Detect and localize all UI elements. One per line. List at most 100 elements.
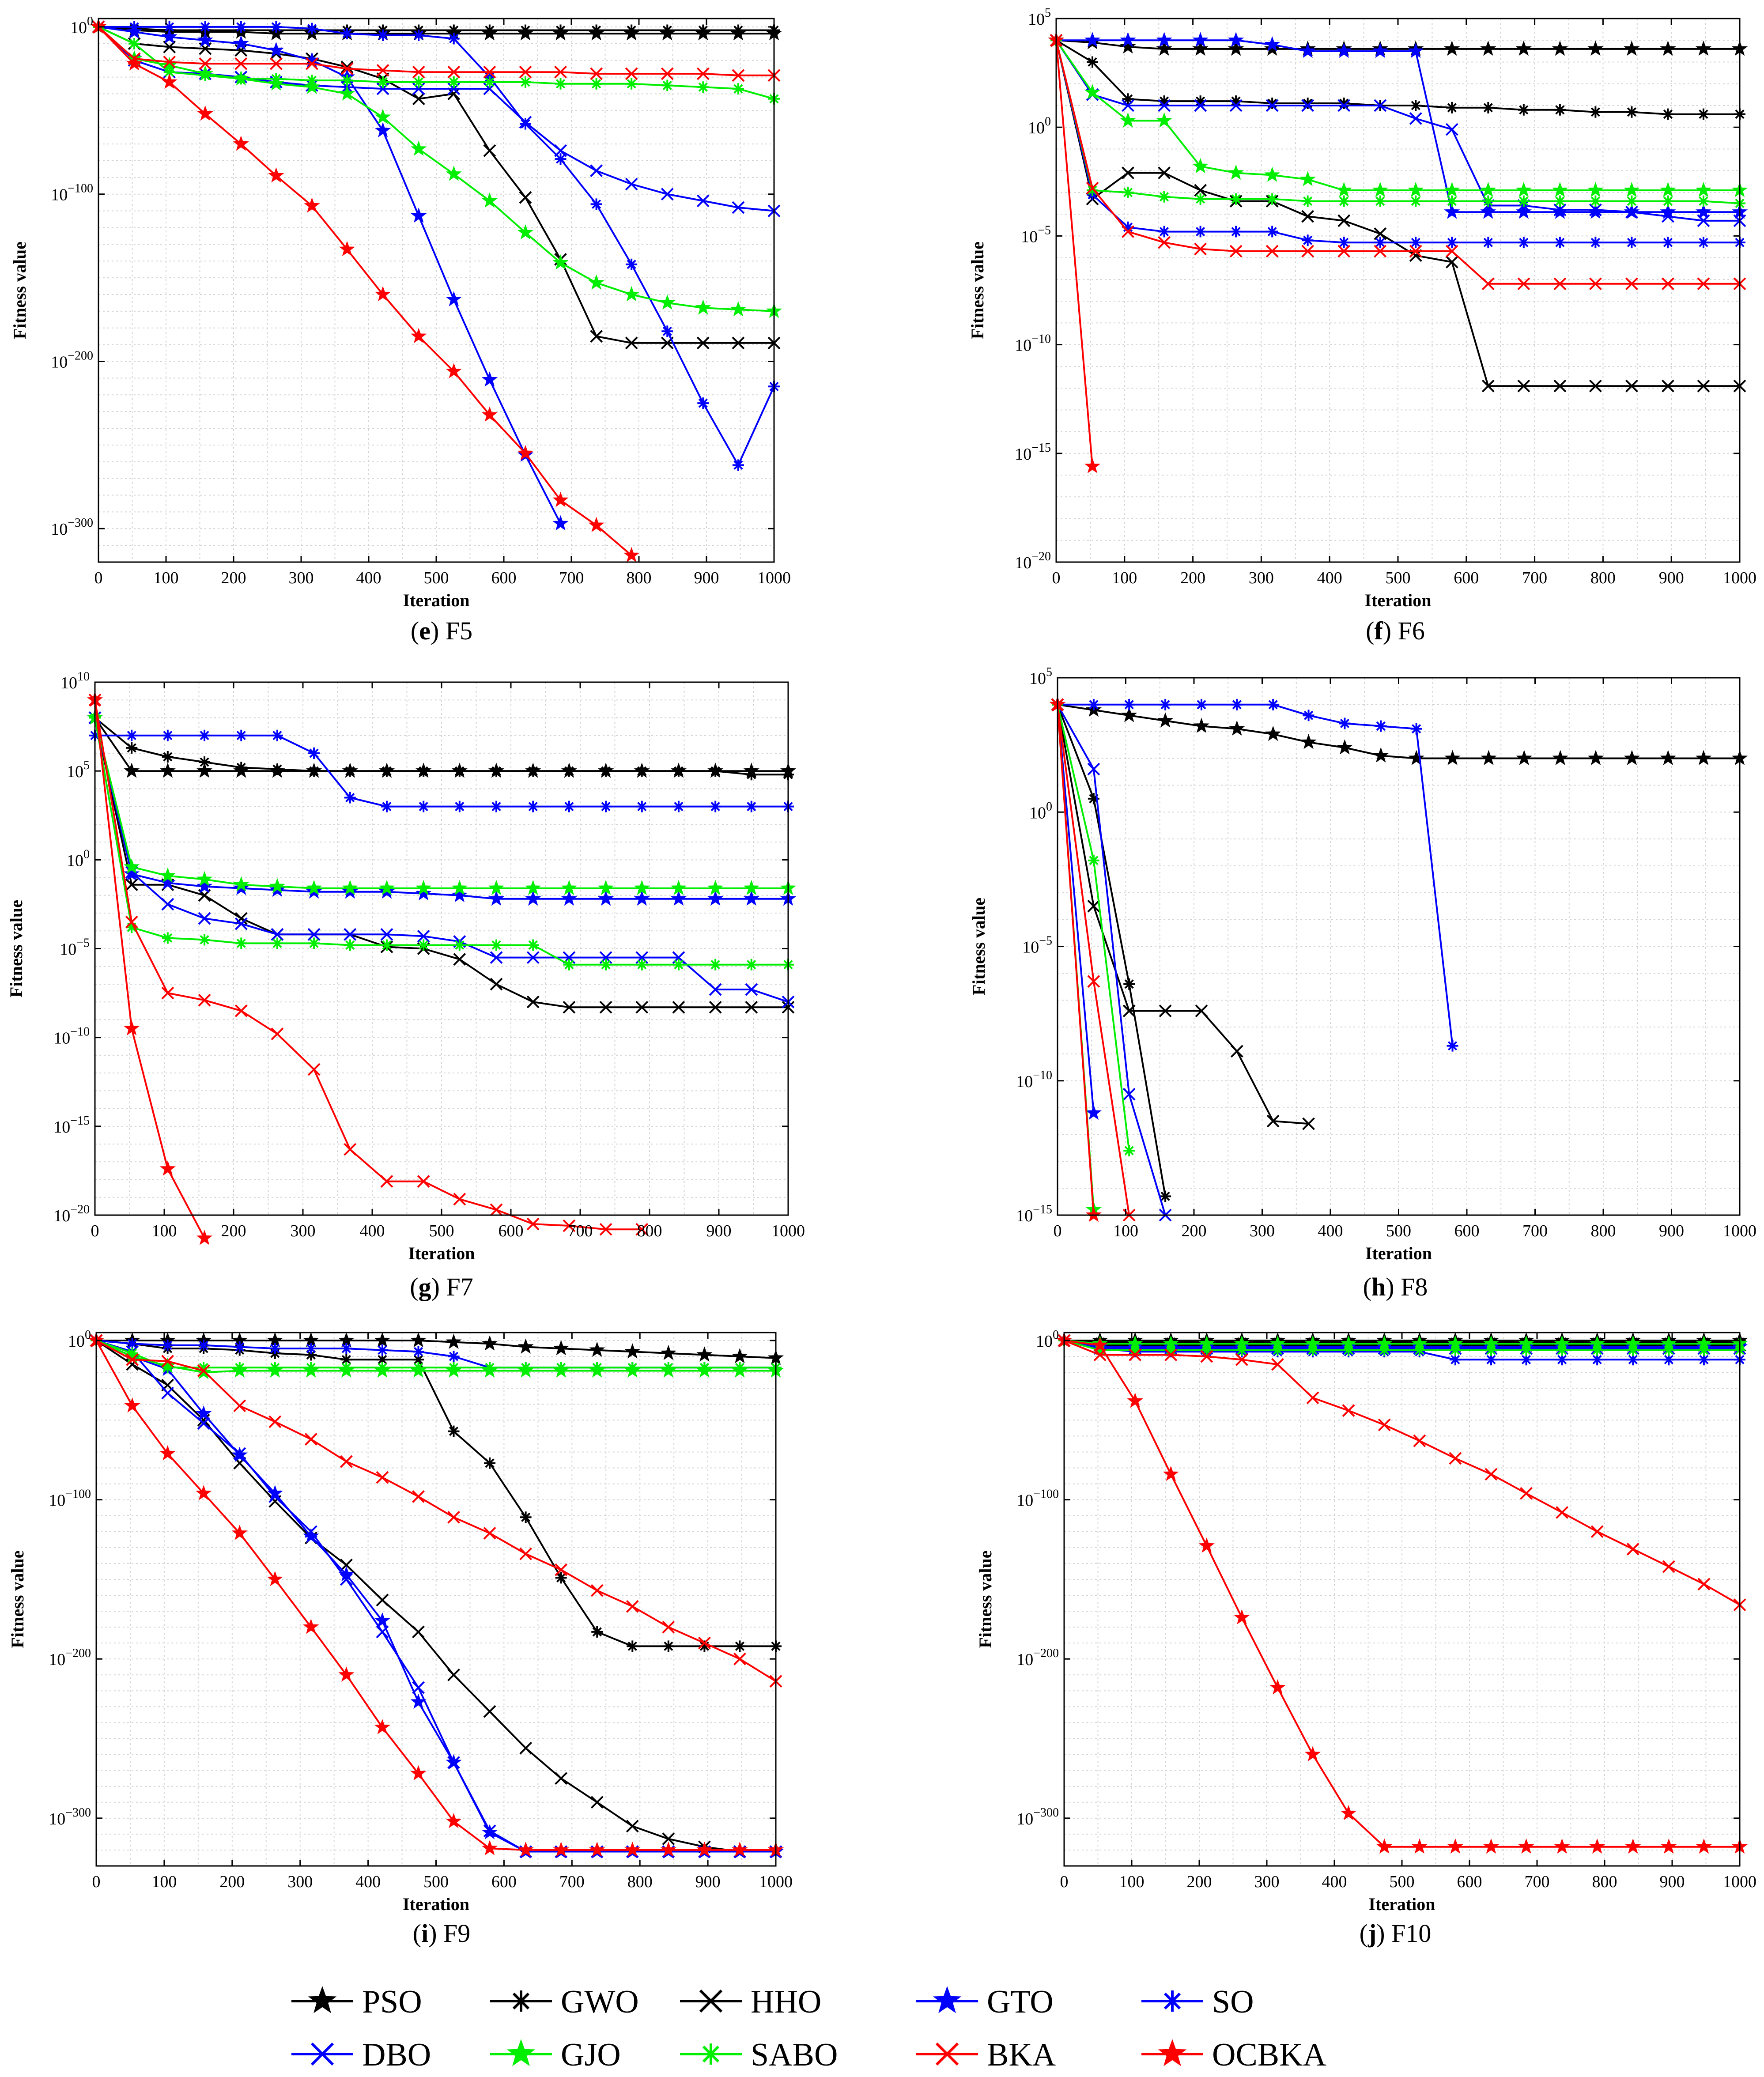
x-tick-label: 900 (1660, 1873, 1685, 1891)
x-tick-label: 100 (151, 1873, 177, 1891)
data-point-sabo-9 (1374, 195, 1386, 207)
data-point-sabo-8 (381, 939, 393, 951)
data-point-gjo-7 (339, 85, 355, 101)
y-axis-label: Fitness value (975, 1550, 995, 1648)
data-point-so-17 (710, 801, 721, 812)
x-tick-label: 900 (706, 1222, 732, 1240)
data-point-gjo-18 (730, 301, 747, 317)
data-point-so-2 (162, 729, 174, 741)
legend-marker (1162, 1990, 1183, 2012)
data-point-so-5 (271, 729, 283, 741)
data-point-so-15 (1590, 237, 1602, 249)
x-tick-label: 200 (1187, 1873, 1212, 1891)
data-point-so-1 (128, 21, 140, 33)
data-point-bka-9 (417, 1175, 430, 1188)
data-point-hho-4 (1195, 1005, 1208, 1017)
data-point-dbo-11 (490, 951, 503, 964)
data-point-bka-11 (483, 1526, 496, 1540)
data-point-dbo-7 (344, 928, 357, 941)
data-point-pso-18 (1695, 40, 1712, 56)
series-line-hho (1057, 704, 1309, 1125)
data-point-so-14 (1556, 1354, 1568, 1366)
data-point-gjo-14 (1552, 181, 1568, 197)
data-point-sabo-17 (710, 959, 721, 971)
data-point-pso-16 (1624, 40, 1640, 56)
series-ocbka (90, 18, 640, 563)
data-point-hho-16 (672, 1001, 685, 1014)
data-point-sabo-4 (1194, 193, 1206, 205)
data-point-pso-12 (517, 1338, 534, 1354)
data-point-ocbka-10 (446, 1813, 462, 1828)
data-point-so-12 (519, 118, 531, 130)
series-so (93, 21, 780, 471)
y-tick-label: 10−300 (51, 516, 93, 539)
data-point-pso-2 (1120, 38, 1136, 54)
data-point-bka-8 (1337, 245, 1351, 258)
data-point-pso-14 (1552, 40, 1568, 56)
data-point-bka-17 (696, 67, 710, 80)
legend-item-pso: PSO (291, 1984, 422, 2020)
data-point-gwo-12 (1482, 102, 1494, 113)
data-point-bka-8 (376, 64, 389, 77)
panel-caption: (h) F8 (1363, 1273, 1428, 1301)
data-point-ocbka-2 (1127, 1393, 1143, 1408)
data-point-bka-10 (1413, 1434, 1426, 1447)
data-point-gwo-16 (662, 1640, 674, 1652)
data-point-bka-2 (161, 986, 174, 1000)
x-tick-label: 300 (289, 569, 314, 587)
data-point-bka-15 (625, 67, 638, 80)
data-point-gwo-1 (1088, 793, 1099, 804)
data-point-dbo-4 (234, 917, 248, 930)
y-tick-label: 10−10 (1015, 332, 1051, 355)
data-point-gto-3 (197, 32, 213, 47)
data-point-so-9 (1375, 720, 1387, 732)
data-point-sabo-9 (418, 939, 430, 951)
legend-label: PSO (362, 1984, 422, 2020)
data-point-gjo-13 (552, 254, 569, 270)
x-axis-label: Iteration (403, 1894, 469, 1914)
data-point-hho-10 (447, 87, 461, 100)
data-point-gjo-13 (561, 880, 578, 895)
data-point-sabo-9 (413, 76, 425, 88)
data-point-dbo-5 (271, 928, 284, 941)
series-sabo (89, 712, 794, 971)
data-point-bka-11 (1449, 1452, 1462, 1465)
x-tick-label: 100 (152, 1222, 177, 1240)
data-point-bka-16 (1625, 277, 1638, 291)
data-point-gjo-10 (1408, 181, 1424, 197)
data-point-so-3 (199, 729, 211, 741)
x-tick-label: 200 (1180, 569, 1205, 587)
data-point-gjo-13 (1515, 181, 1532, 197)
data-point-ocbka-1 (1085, 1206, 1102, 1222)
series-line-gto (1064, 1340, 1740, 1348)
data-point-gjo-4 (233, 876, 249, 892)
y-tick-label: 100 (1029, 800, 1052, 822)
data-point-gjo-4 (1192, 158, 1209, 174)
data-point-ocbka-7 (338, 1666, 355, 1682)
legend-label: HHO (751, 1984, 821, 2020)
data-point-ocbka-5 (1234, 1609, 1250, 1624)
data-point-hho-8 (376, 1594, 389, 1607)
data-point-so-9 (412, 1346, 424, 1358)
data-point-gwo-16 (661, 24, 673, 36)
data-point-so-4 (235, 729, 247, 741)
x-tick-label: 100 (154, 569, 179, 587)
series-so (1052, 699, 1458, 1052)
data-point-bka-3 (199, 57, 212, 70)
data-point-so-11 (1447, 1040, 1458, 1052)
data-point-bka-16 (662, 1620, 675, 1634)
data-point-ocbka-17 (1661, 1838, 1677, 1854)
data-point-pso-2 (159, 763, 176, 778)
data-point-bka-1 (1087, 975, 1100, 988)
data-point-bka-10 (453, 1193, 466, 1206)
data-point-hho-4 (1194, 184, 1207, 197)
data-point-bka-14 (590, 67, 603, 80)
data-point-gjo-9 (1372, 181, 1388, 197)
y-tick-label: 10−200 (49, 1646, 91, 1669)
data-point-pso-1 (124, 763, 140, 778)
data-point-gjo-11 (481, 192, 498, 208)
data-point-sabo-11 (484, 1362, 496, 1374)
x-tick-label: 700 (559, 569, 584, 587)
data-point-sabo-6 (1272, 1344, 1284, 1356)
data-point-bka-4 (234, 1004, 248, 1017)
